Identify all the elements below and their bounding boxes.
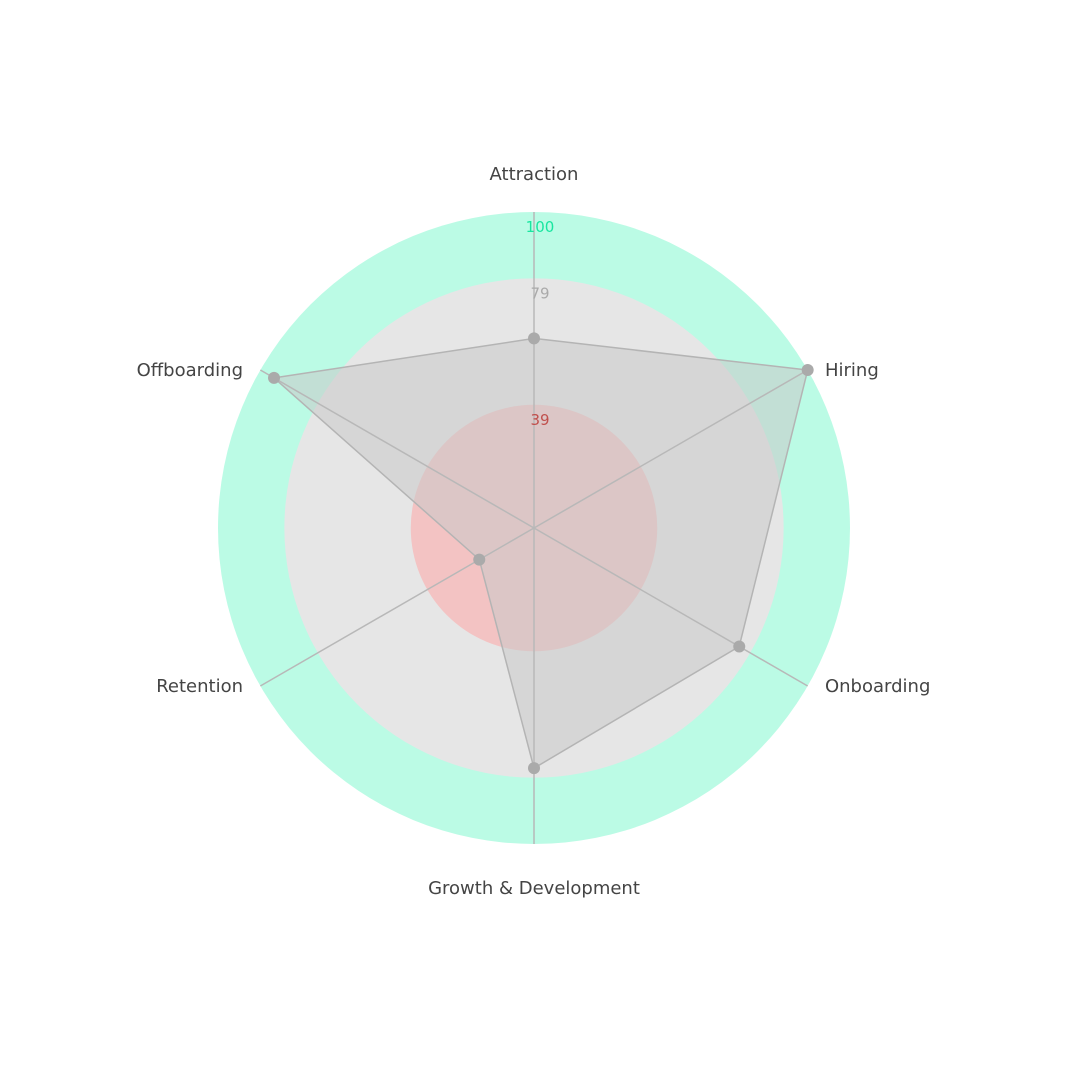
data-point	[733, 640, 746, 653]
axis-spoke	[259, 527, 535, 687]
axis-spoke	[533, 369, 809, 529]
data-point	[801, 364, 814, 376]
band-label: 79	[530, 284, 549, 302]
axis-label: Onboarding	[825, 676, 930, 697]
data-point	[268, 371, 281, 384]
data-point	[528, 332, 540, 345]
axis-spoke	[259, 369, 535, 529]
axis-label: Offboarding	[137, 360, 243, 381]
axis-label: Hiring	[825, 360, 879, 381]
axis-labels: Attraction Hiring Onboarding Growth & Devel…	[137, 164, 931, 899]
band-labels: 39 79 100	[526, 218, 555, 429]
data-points	[268, 332, 814, 775]
axis-label: Retention	[156, 676, 243, 697]
band-label: 39	[530, 411, 549, 429]
data-point	[473, 553, 486, 566]
axis-label: Growth & Development	[428, 878, 640, 899]
axis-label: Attraction	[490, 164, 579, 185]
axis-spoke	[533, 527, 809, 687]
axis-spokes	[259, 212, 809, 844]
data-point	[528, 762, 540, 775]
band-label: 100	[526, 218, 555, 236]
